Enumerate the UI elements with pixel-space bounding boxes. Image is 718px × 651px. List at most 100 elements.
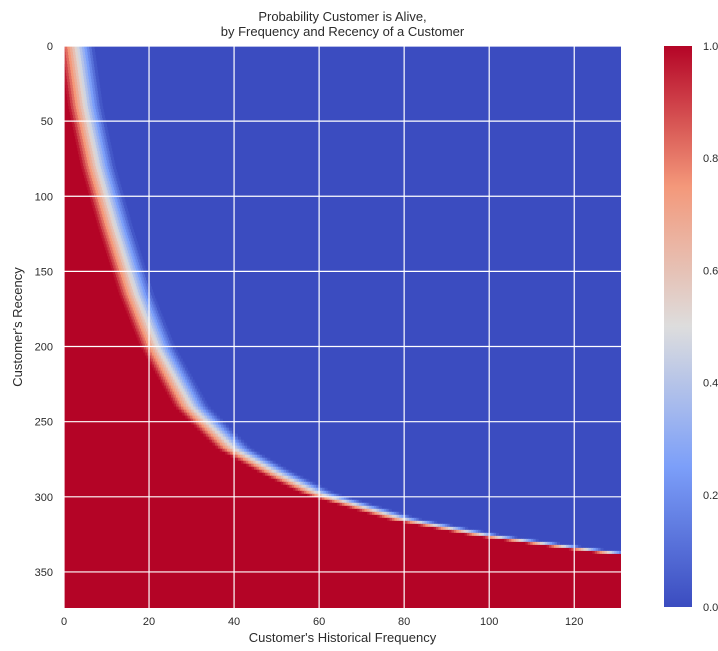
heatmap-cell [64, 439, 211, 444]
heatmap-cell [346, 499, 350, 504]
heatmap-cell [83, 61, 87, 65]
heatmap-cell [85, 130, 89, 134]
heatmap-cell [163, 367, 167, 372]
heatmap-cell [67, 79, 71, 83]
heatmap-cell [525, 541, 529, 546]
heatmap-cell [175, 385, 179, 390]
heatmap-row [64, 415, 220, 420]
heatmap-cell [236, 448, 240, 453]
heatmap-cell [64, 130, 75, 134]
heatmap-cell [67, 100, 71, 104]
heatmap-cell [106, 244, 110, 248]
heatmap-cell [88, 61, 92, 65]
heatmap-cell [176, 403, 180, 408]
heatmap-cell [88, 130, 92, 134]
heatmap-cell [88, 181, 92, 185]
heatmap-cell [223, 424, 227, 429]
heatmap-cell [267, 457, 271, 462]
heatmap-cell [424, 520, 428, 525]
heatmap-cell [95, 217, 99, 221]
heatmap-cell [86, 133, 90, 137]
heatmap-cell [354, 502, 358, 507]
heatmap-cell [173, 403, 177, 408]
heatmap-cell [153, 298, 157, 303]
heatmap-cell [196, 409, 200, 414]
heatmap-cell [109, 229, 113, 233]
heatmap-cell [124, 232, 128, 236]
heatmap-cell [106, 187, 110, 191]
heatmap-cell [137, 319, 141, 324]
heatmap-cell [124, 292, 128, 297]
heatmap-cell [107, 163, 111, 167]
heatmap-cell [104, 136, 108, 140]
heatmap-cell [139, 265, 143, 269]
heatmap-cell [122, 295, 126, 300]
heatmap-cell [215, 445, 219, 450]
heatmap-cell [106, 157, 110, 161]
heatmap-cell [138, 277, 142, 282]
heatmap-cell [81, 133, 85, 137]
heatmap-cell [94, 82, 98, 86]
heatmap-cell [69, 61, 73, 65]
heatmap-cell [71, 73, 75, 77]
heatmap-cell [104, 229, 108, 233]
heatmap-cell [134, 262, 138, 266]
heatmap-cell [87, 178, 91, 182]
heatmap-cell [114, 238, 118, 242]
heatmap-cell [105, 172, 109, 176]
heatmap-cell [163, 364, 167, 369]
heatmap-cell [226, 439, 230, 444]
heatmap-cell [205, 430, 209, 435]
heatmap-row [64, 187, 123, 191]
heatmap-cell [118, 283, 122, 288]
heatmap-cell [88, 91, 92, 95]
heatmap-cell [149, 307, 153, 312]
heatmap-cell [82, 82, 86, 86]
heatmap-cell [107, 181, 111, 185]
heatmap-cell [124, 238, 128, 242]
heatmap-cell [139, 295, 143, 300]
heatmap-cell [89, 136, 93, 140]
heatmap-cell [92, 73, 96, 77]
heatmap-row [64, 88, 101, 92]
heatmap-cell [141, 262, 145, 266]
heatmap-cell [128, 310, 133, 315]
heatmap-cell [74, 94, 78, 98]
heatmap-cell [236, 439, 240, 444]
heatmap-row [64, 244, 139, 248]
heatmap-cell [91, 175, 95, 179]
heatmap-cell [149, 319, 153, 324]
heatmap-cell [174, 349, 178, 354]
heatmap-cell [88, 79, 92, 83]
heatmap-cell [64, 145, 78, 149]
heatmap-cell [94, 115, 98, 119]
heatmap-cell [168, 364, 172, 369]
heatmap-cell [90, 199, 94, 203]
heatmap-cell [90, 70, 94, 74]
heatmap-cell [180, 394, 184, 399]
heatmap-cell [102, 118, 106, 122]
heatmap-cell [313, 484, 317, 489]
heatmap-cell [182, 412, 186, 417]
heatmap-cell [102, 205, 106, 209]
heatmap-cell [181, 400, 185, 405]
heatmap-cell [429, 520, 433, 525]
heatmap-cell [336, 499, 340, 504]
heatmap-cell [123, 274, 127, 279]
heatmap-cell [319, 496, 323, 501]
heatmap-cell [107, 142, 111, 146]
heatmap-cell [201, 424, 205, 429]
heatmap-cell [64, 85, 67, 89]
heatmap-row [64, 427, 232, 432]
heatmap-cell [389, 511, 393, 516]
heatmap-cell [279, 478, 283, 483]
heatmap-cell [100, 118, 104, 122]
heatmap-cell [104, 139, 108, 143]
heatmap-row [64, 139, 111, 143]
heatmap-cell [180, 397, 184, 402]
heatmap-cell [180, 385, 184, 390]
heatmap-row [64, 379, 195, 384]
heatmap-cell [84, 133, 88, 137]
heatmap-cell [109, 172, 113, 176]
heatmap-cell [172, 367, 176, 372]
